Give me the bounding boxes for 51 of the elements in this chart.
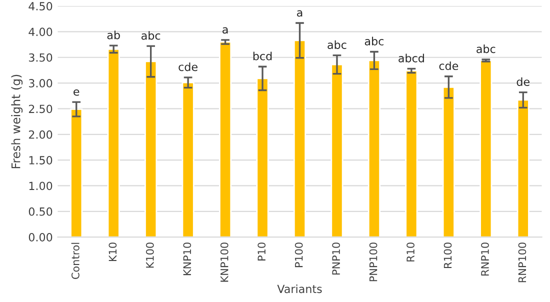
- y-tick-label: 2.00: [28, 130, 52, 139]
- x-tick-label: P10: [258, 242, 266, 260]
- x-tick-label: K10: [108, 242, 117, 261]
- bar: [330, 64, 344, 238]
- x-tick-label: RNP10: [481, 242, 489, 276]
- annotation: cde: [439, 61, 458, 70]
- y-axis-title: Fresh weight (g): [11, 74, 23, 168]
- annotation: ab: [107, 30, 120, 40]
- y-tick-label: 1.50: [29, 156, 52, 164]
- y-tick-label: 1.00: [29, 182, 52, 190]
- annotation: a: [222, 27, 228, 34]
- bar: [480, 60, 492, 238]
- annotation: abc: [476, 44, 496, 54]
- x-tick-label: P100: [294, 242, 303, 268]
- bar: [368, 60, 380, 238]
- annotation: abc: [142, 31, 160, 40]
- x-tick-label: Control: [71, 242, 80, 279]
- annotation: abcd: [398, 54, 424, 62]
- annotation: bcd: [253, 52, 272, 60]
- annotation: de: [516, 77, 530, 86]
- x-tick-label: PNP100: [369, 242, 378, 282]
- bar: [144, 60, 158, 238]
- x-tick-label: PNP10: [332, 242, 340, 275]
- bar: [182, 82, 194, 238]
- x-tick-label: KNP10: [183, 242, 192, 276]
- annotation: cde: [178, 62, 198, 72]
- y-tick-label: 4.00: [28, 28, 52, 36]
- y-tick-label: 0.00: [28, 233, 52, 242]
- x-tick-label: KNP100: [220, 242, 228, 282]
- y-tick-label: 2.50: [28, 104, 52, 114]
- y-tick-label: 3.50: [28, 53, 52, 62]
- x-tick-label: RNP100: [518, 242, 526, 282]
- annotation: abc: [328, 40, 346, 50]
- y-tick-label: 4.50: [28, 2, 52, 10]
- bar: [516, 99, 530, 238]
- y-tick-label: 0.50: [28, 207, 52, 216]
- bar: [293, 40, 306, 238]
- y-tick-label: 3.00: [28, 79, 52, 88]
- x-tick-label: K100: [146, 242, 154, 268]
- x-tick-label: R100: [444, 242, 452, 268]
- annotation: e: [74, 89, 80, 96]
- x-axis-title: Variants: [277, 284, 322, 294]
- bar: [70, 108, 83, 238]
- x-tick-label: R10: [406, 242, 414, 262]
- annotation: abc: [364, 36, 384, 46]
- bar: [107, 48, 120, 238]
- annotation: a: [297, 10, 302, 17]
- bar: [219, 41, 232, 238]
- bar: [256, 78, 269, 238]
- bar: [442, 86, 455, 238]
- bar: [405, 70, 418, 238]
